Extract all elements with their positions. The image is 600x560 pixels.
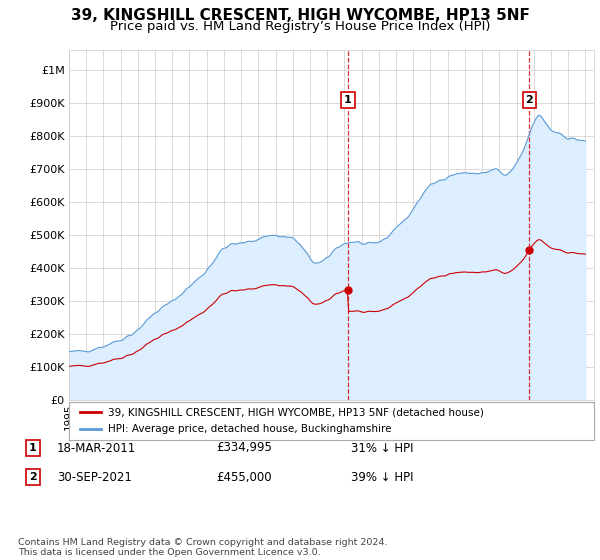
Text: 2: 2 bbox=[526, 95, 533, 105]
Text: 1: 1 bbox=[344, 95, 352, 105]
Text: 31% ↓ HPI: 31% ↓ HPI bbox=[351, 441, 413, 455]
Text: £455,000: £455,000 bbox=[216, 470, 272, 484]
Text: 2: 2 bbox=[29, 472, 37, 482]
Text: 39% ↓ HPI: 39% ↓ HPI bbox=[351, 470, 413, 484]
Text: HPI: Average price, detached house, Buckinghamshire: HPI: Average price, detached house, Buck… bbox=[109, 424, 392, 434]
Text: Price paid vs. HM Land Registry’s House Price Index (HPI): Price paid vs. HM Land Registry’s House … bbox=[110, 20, 490, 32]
Text: £334,995: £334,995 bbox=[216, 441, 272, 455]
Text: 18-MAR-2011: 18-MAR-2011 bbox=[57, 441, 136, 455]
Text: 30-SEP-2021: 30-SEP-2021 bbox=[57, 470, 132, 484]
Text: 39, KINGSHILL CRESCENT, HIGH WYCOMBE, HP13 5NF (detached house): 39, KINGSHILL CRESCENT, HIGH WYCOMBE, HP… bbox=[109, 407, 484, 417]
Text: Contains HM Land Registry data © Crown copyright and database right 2024.
This d: Contains HM Land Registry data © Crown c… bbox=[18, 538, 388, 557]
Text: 39, KINGSHILL CRESCENT, HIGH WYCOMBE, HP13 5NF: 39, KINGSHILL CRESCENT, HIGH WYCOMBE, HP… bbox=[71, 8, 529, 24]
Text: 1: 1 bbox=[29, 443, 37, 453]
